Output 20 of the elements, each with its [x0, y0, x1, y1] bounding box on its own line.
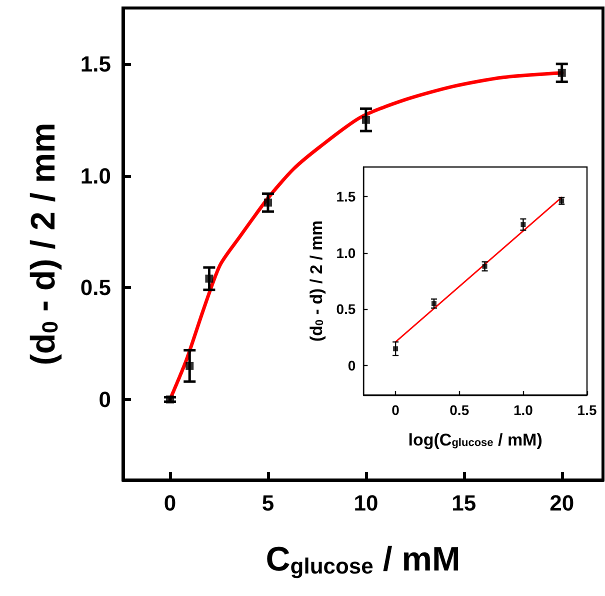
y-tick-label: 1.0	[80, 163, 111, 188]
y-tick-label: 1.0	[336, 244, 356, 261]
y-tick-label: 0.5	[80, 275, 111, 300]
x-axis-title: log(Cglucose / mM)	[408, 430, 542, 450]
x-tick-label: 10	[354, 490, 378, 516]
x-tick-label: 20	[550, 490, 574, 516]
y-tick-label: 0.5	[336, 301, 356, 318]
x-tick-label: 5	[262, 490, 274, 516]
x-tick-label: 0.5	[450, 402, 470, 418]
y-axis-title: (d0 - d) / 2 / mm	[24, 122, 62, 366]
x-tick-label: 1.5	[577, 402, 597, 418]
y-tick-label: 0	[348, 358, 356, 374]
x-tick-label: 0	[392, 402, 400, 418]
y-axis-title: (d0 - d) / 2 / mm	[307, 220, 326, 342]
y-tick-label: 1.5	[336, 188, 356, 204]
y-tick-label: 1.5	[80, 51, 111, 76]
x-tick-label: 1.0	[513, 402, 534, 418]
x-tick-label: 0	[164, 490, 176, 516]
x-axis-title: Cglucose / mM	[266, 540, 460, 579]
x-tick-label: 15	[452, 490, 476, 516]
